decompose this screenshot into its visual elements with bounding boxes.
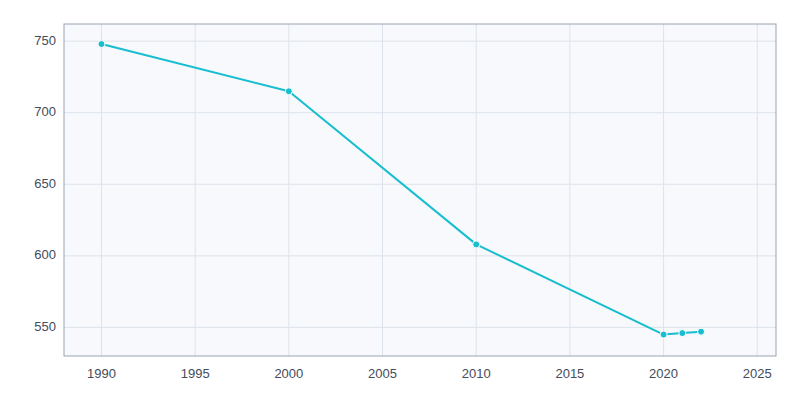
chart-container: 550 600 650 700 750 1990 1995 2000 2005 2010 2015 2…	[0, 0, 800, 400]
x-tick-label: 2020	[649, 366, 678, 381]
data-layer	[98, 41, 705, 339]
x-grid-line	[101, 24, 102, 356]
point	[660, 331, 667, 338]
page: {"chart_data": {"type": "line", "x": [19…	[0, 0, 800, 400]
y-tick-label: 700	[34, 104, 56, 119]
point	[679, 330, 686, 337]
y-grid-line	[64, 255, 776, 256]
grid	[64, 24, 776, 356]
x-grid-line	[382, 24, 383, 356]
x-tick-label: 2015	[555, 366, 584, 381]
x-grid-line	[757, 24, 758, 356]
point	[98, 41, 105, 48]
chart-svg: 550 600 650 700 750 1990 1995 2000 2005 2010 2015 2…	[0, 0, 800, 400]
x-grid-line	[663, 24, 664, 356]
point	[473, 241, 480, 248]
x-grid-line	[195, 24, 196, 356]
y-grid-line	[64, 41, 776, 42]
x-tick-label: 1990	[87, 366, 116, 381]
y-grid-line	[64, 112, 776, 113]
y-grid-line	[64, 327, 776, 328]
plot-background	[64, 24, 776, 356]
y-grid-line	[64, 184, 776, 185]
x-grid-line	[476, 24, 477, 356]
x-grid-line	[569, 24, 570, 356]
y-tick-label: 650	[34, 176, 56, 191]
axes: 550 600 650 700 750 1990 1995 2000 2005 2010 2015 2…	[34, 33, 771, 381]
x-tick-label: 2000	[274, 366, 303, 381]
y-tick-label: 600	[34, 247, 56, 262]
x-tick-label: 2010	[462, 366, 491, 381]
x-tick-label: 2005	[368, 366, 397, 381]
x-tick-label: 2025	[743, 366, 772, 381]
x-tick-label: 1995	[181, 366, 210, 381]
point	[285, 88, 292, 95]
point	[698, 328, 705, 335]
line	[101, 44, 701, 335]
plot-frame	[64, 24, 776, 356]
x-grid-line	[288, 24, 289, 356]
y-tick-label: 550	[34, 319, 56, 334]
y-tick-label: 750	[34, 33, 56, 48]
